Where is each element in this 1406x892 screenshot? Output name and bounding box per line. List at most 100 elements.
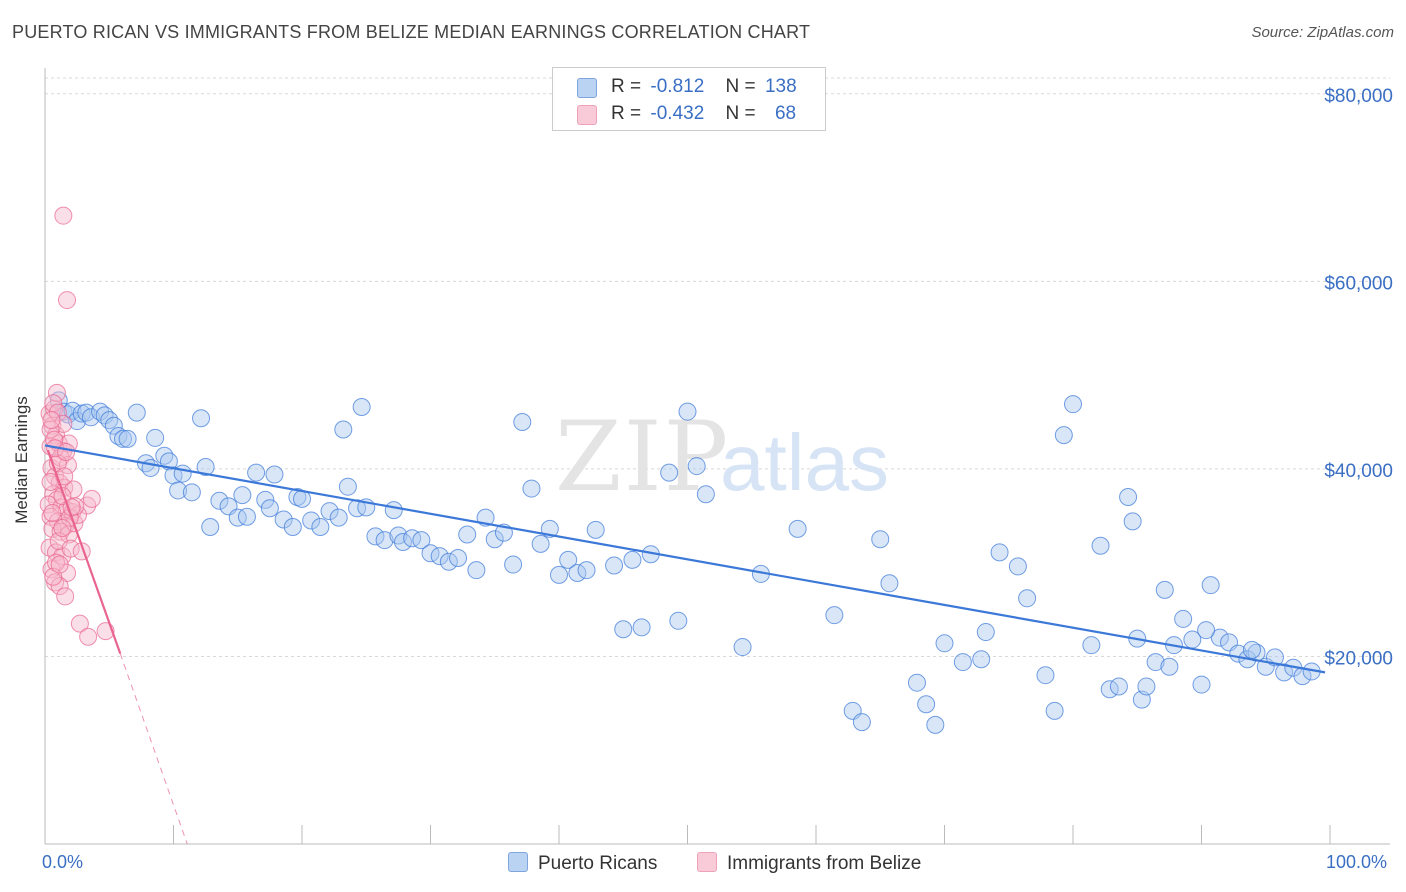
legend-r-label: R = bbox=[611, 103, 642, 124]
puerto-rican-point bbox=[393, 533, 412, 552]
puerto-rican-point bbox=[1160, 657, 1179, 676]
puerto-rican-point bbox=[233, 486, 252, 505]
belize-point bbox=[42, 411, 61, 430]
puerto-rican-point bbox=[586, 520, 605, 539]
puerto-rican-point bbox=[1109, 677, 1128, 696]
puerto-rican-point bbox=[412, 531, 431, 550]
trend-line-belize bbox=[46, 449, 122, 654]
puerto-rican-point bbox=[1082, 636, 1101, 655]
puerto-rican-point bbox=[366, 527, 385, 546]
trend-line-belize-extension bbox=[119, 653, 188, 845]
y-tick-label: $60,000 bbox=[1324, 273, 1393, 294]
belize-point bbox=[56, 587, 75, 606]
bottom-legend-label: Immigrants from Belize bbox=[727, 853, 922, 874]
puerto-rican-point bbox=[513, 412, 532, 431]
puerto-rican-point bbox=[1275, 663, 1294, 682]
puerto-rican-point bbox=[1146, 653, 1165, 672]
puerto-rican-point bbox=[430, 547, 449, 566]
belize-point bbox=[58, 291, 77, 310]
puerto-rican-point bbox=[660, 463, 679, 482]
puerto-rican-point bbox=[1192, 675, 1211, 694]
puerto-rican-point bbox=[265, 465, 284, 484]
belize-point bbox=[50, 555, 69, 574]
puerto-rican-point bbox=[389, 526, 408, 545]
watermark-atlas: atlas bbox=[720, 418, 889, 507]
belize-point bbox=[54, 206, 73, 225]
x-axis-min-label: 0.0% bbox=[42, 852, 84, 872]
belize-point bbox=[57, 442, 76, 461]
puerto-rican-point bbox=[228, 508, 247, 527]
belize-point bbox=[53, 518, 72, 537]
puerto-rican-point bbox=[1119, 488, 1138, 507]
puerto-rican-point bbox=[81, 408, 100, 427]
legend-r-value: -0.432 bbox=[650, 103, 705, 124]
puerto-rican-point bbox=[1174, 609, 1193, 628]
puerto-rican-point bbox=[1018, 589, 1037, 608]
blue-swatch bbox=[508, 852, 528, 872]
belize-point bbox=[55, 467, 74, 486]
y-tick-label: $80,000 bbox=[1324, 86, 1393, 107]
puerto-rican-point bbox=[467, 561, 486, 580]
puerto-rican-point bbox=[522, 479, 541, 498]
puerto-rican-point bbox=[577, 561, 596, 580]
puerto-rican-point bbox=[559, 550, 578, 569]
puerto-rican-point bbox=[669, 611, 688, 630]
puerto-rican-point bbox=[196, 458, 215, 477]
legend-n-value: 138 bbox=[764, 76, 797, 97]
puerto-rican-point bbox=[1265, 648, 1284, 667]
bottom-legend-label: Puerto Ricans bbox=[538, 853, 658, 874]
puerto-rican-point bbox=[439, 552, 458, 571]
belize-point bbox=[48, 403, 67, 422]
puerto-rican-point bbox=[260, 499, 279, 518]
y-tick-label: $20,000 bbox=[1324, 648, 1393, 669]
puerto-rican-point bbox=[458, 525, 477, 544]
belize-point bbox=[41, 420, 60, 439]
puerto-rican-point bbox=[146, 428, 165, 447]
puerto-rican-point bbox=[953, 653, 972, 672]
puerto-rican-point bbox=[334, 420, 353, 439]
legend-r-value: -0.812 bbox=[650, 76, 705, 97]
puerto-rican-point bbox=[907, 673, 926, 692]
x-axis-max-label: 100.0% bbox=[1326, 852, 1388, 872]
puerto-rican-point bbox=[384, 501, 403, 520]
puerto-rican-point bbox=[1054, 426, 1073, 445]
puerto-rican-point bbox=[504, 555, 523, 574]
puerto-rican-point bbox=[201, 518, 220, 537]
puerto-rican-point bbox=[926, 715, 945, 734]
puerto-rican-point bbox=[687, 457, 706, 476]
puerto-rican-point bbox=[256, 490, 275, 509]
puerto-rican-point bbox=[403, 529, 422, 548]
puerto-rican-point bbox=[1008, 557, 1027, 576]
puerto-rican-point bbox=[114, 429, 133, 448]
puerto-rican-point bbox=[1091, 536, 1110, 555]
belize-point bbox=[70, 614, 89, 633]
puerto-rican-point bbox=[274, 510, 293, 529]
puerto-rican-point bbox=[1242, 640, 1261, 659]
puerto-rican-point bbox=[935, 634, 954, 653]
puerto-rican-point bbox=[118, 429, 137, 448]
puerto-rican-point bbox=[1210, 628, 1229, 647]
puerto-rican-point bbox=[1123, 512, 1142, 531]
puerto-rican-point bbox=[825, 606, 844, 625]
puerto-rican-point bbox=[449, 548, 468, 567]
belize-point bbox=[43, 503, 62, 522]
legend-box: R = -0.812 N = 138 R = -0.432 N = 68 bbox=[552, 67, 826, 131]
puerto-rican-point bbox=[338, 477, 357, 496]
trend-line-puerto-ricans bbox=[44, 444, 1326, 674]
puerto-rican-point bbox=[192, 409, 211, 428]
puerto-rican-point bbox=[329, 508, 348, 527]
puerto-rican-point bbox=[104, 416, 123, 435]
puerto-rican-point bbox=[1197, 621, 1216, 640]
puerto-rican-point bbox=[871, 530, 890, 549]
puerto-rican-point bbox=[1155, 580, 1174, 599]
puerto-rican-point bbox=[880, 574, 899, 593]
bottom-legend-belize: Immigrants from Belize bbox=[697, 852, 921, 875]
puerto-rican-point bbox=[678, 402, 697, 421]
belize-point bbox=[79, 627, 98, 646]
puerto-rican-point bbox=[283, 518, 302, 537]
puerto-rican-point bbox=[173, 464, 192, 483]
puerto-rican-point bbox=[632, 618, 651, 637]
puerto-rican-point bbox=[972, 650, 991, 669]
legend-n-label: N = bbox=[725, 76, 756, 97]
